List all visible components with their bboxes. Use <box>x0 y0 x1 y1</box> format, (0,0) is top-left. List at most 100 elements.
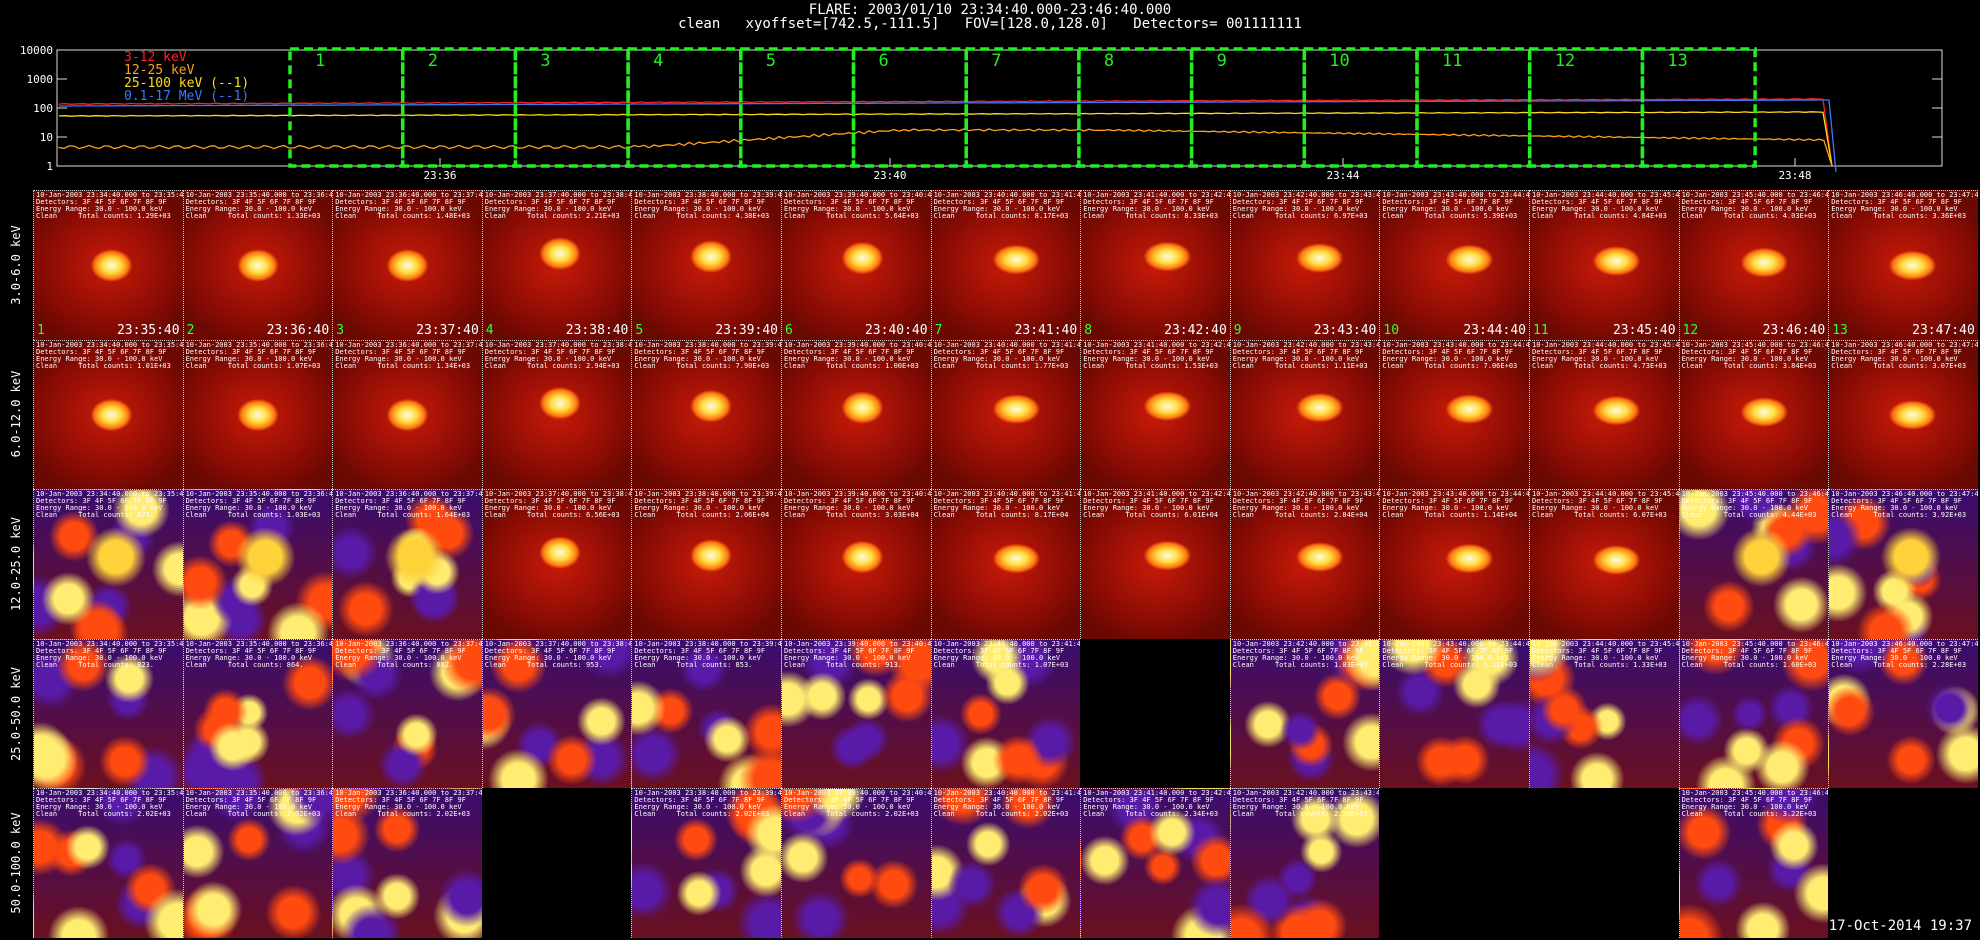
image-cell[interactable]: 10-Jan-2003 23:38:40.000 to 23:39:40 Det… <box>631 489 781 639</box>
image-cell[interactable] <box>1529 788 1679 938</box>
image-cell[interactable]: 10-Jan-2003 23:44:40.000 to 23:45:40 Det… <box>1529 489 1679 639</box>
image-cell[interactable]: 10-Jan-2003 23:45:40.000 to 23:46:40 Det… <box>1678 638 1829 789</box>
image-header-text: 10-Jan-2003 23:36:40.000 to 23:37:40 Det… <box>335 340 482 370</box>
image-index-label: 3 <box>336 322 345 338</box>
image-cell[interactable]: 10-Jan-2003 23:39:40.000 to 23:40:40 Det… <box>781 489 931 639</box>
image-cell[interactable]: 10-Jan-2003 23:35:40.000 to 23:36:40 Det… <box>182 190 333 340</box>
interval-label: 1 <box>315 51 325 71</box>
image-cell[interactable] <box>1080 638 1230 789</box>
image-cell[interactable]: 10-Jan-2003 23:41:40.000 to 23:42:40 Det… <box>1080 339 1230 490</box>
image-cell[interactable]: 10-Jan-2003 23:35:40.000 to 23:36:40 Det… <box>182 489 333 639</box>
image-cell[interactable]: 10-Jan-2003 23:43:40.000 to 23:44:40 Det… <box>1379 638 1529 789</box>
image-cell[interactable]: 10-Jan-2003 23:35:40.000 to 23:36:40 Det… <box>182 638 333 789</box>
image-cell[interactable] <box>1828 788 1978 938</box>
image-cell[interactable]: 10-Jan-2003 23:44:40.000 to 23:45:40 Det… <box>1529 190 1679 340</box>
image-header-text: 10-Jan-2003 23:42:40.000 to 23:43:40 Det… <box>1232 191 1380 220</box>
image-cell[interactable]: 10-Jan-2003 23:40:40.000 to 23:41:40 Det… <box>930 788 1081 938</box>
image-cell[interactable]: 10-Jan-2003 23:46:40.000 to 23:47:40 Det… <box>1828 339 1978 490</box>
image-cell[interactable]: 10-Jan-2003 23:42:40.000 to 23:43:40 Det… <box>1229 489 1380 639</box>
image-cell[interactable]: 10-Jan-2003 23:42:40.000 to 23:43:40 Det… <box>1229 339 1380 490</box>
image-header-text: 10-Jan-2003 23:40:40.000 to 23:41:40 Det… <box>933 490 1081 520</box>
image-header-text: 10-Jan-2003 23:34:40.000 to 23:35:40 Det… <box>36 490 183 520</box>
image-header-text: 10-Jan-2003 23:42:40.000 to 23:43:40 Det… <box>1232 789 1380 819</box>
image-cell[interactable]: 10-Jan-2003 23:39:40.000 to 23:40:40 Det… <box>781 638 931 789</box>
row-label: 12.0-25.0 keV <box>0 489 32 639</box>
image-cell[interactable]: 10-Jan-2003 23:35:40.000 to 23:36:40 Det… <box>182 788 333 938</box>
image-cell[interactable]: 10-Jan-2003 23:42:40.000 to 23:43:40 Det… <box>1229 190 1380 340</box>
interval-box <box>1527 47 1645 168</box>
interval-label: 4 <box>653 51 663 71</box>
image-cell[interactable]: 10-Jan-2003 23:36:40.000 to 23:37:40 Det… <box>332 339 482 490</box>
interval-label: 6 <box>879 51 889 71</box>
image-cell[interactable]: 10-Jan-2003 23:38:40.000 to 23:39:40 Det… <box>631 788 781 938</box>
image-cell[interactable]: 10-Jan-2003 23:34:40.000 to 23:35:40 Det… <box>33 190 183 340</box>
image-cell[interactable]: 10-Jan-2003 23:45:40.000 to 23:46:40 Det… <box>1678 489 1829 639</box>
image-cell[interactable]: 10-Jan-2003 23:41:40.000 to 23:42:40 Det… <box>1080 788 1230 938</box>
image-cell[interactable] <box>1379 788 1529 938</box>
image-header-text: 10-Jan-2003 23:36:40.000 to 23:37:40 Det… <box>335 191 482 220</box>
interval-box <box>626 47 743 168</box>
image-cell[interactable]: 10-Jan-2003 23:37:40.000 to 23:38:40 Det… <box>481 638 632 789</box>
image-cell[interactable]: 10-Jan-2003 23:45:40.000 to 23:46:40 Det… <box>1678 788 1829 938</box>
image-cell[interactable]: 10-Jan-2003 23:41:40.000 to 23:42:40 Det… <box>1080 190 1230 340</box>
image-cell[interactable]: 10-Jan-2003 23:36:40.000 to 23:37:40 Det… <box>332 788 482 938</box>
image-header-text: 10-Jan-2003 23:39:40.000 to 23:40:40 Det… <box>784 191 931 220</box>
image-index-label: 1 <box>37 322 45 338</box>
image-header-text: 10-Jan-2003 23:35:40.000 to 23:36:40 Det… <box>185 191 333 220</box>
image-cell[interactable]: 10-Jan-2003 23:37:40.000 to 23:38:40 Det… <box>481 489 632 639</box>
ytick-label: 10 <box>40 131 53 144</box>
image-cell[interactable]: 10-Jan-2003 23:46:40.000 to 23:47:40 Det… <box>1828 638 1978 789</box>
image-cell[interactable]: 10-Jan-2003 23:39:40.000 to 23:40:40 Det… <box>781 788 931 938</box>
image-cell[interactable]: 10-Jan-2003 23:46:40.000 to 23:47:40 Det… <box>1828 489 1978 639</box>
image-cell[interactable]: 10-Jan-2003 23:45:40.000 to 23:46:40 Det… <box>1678 339 1829 490</box>
row-label: 6.0-12.0 keV <box>0 340 32 490</box>
image-cell[interactable]: 10-Jan-2003 23:34:40.000 to 23:35:40 Det… <box>33 788 183 938</box>
image-header-text: 10-Jan-2003 23:34:40.000 to 23:35:40 Det… <box>36 639 183 669</box>
image-cell[interactable]: 10-Jan-2003 23:34:40.000 to 23:35:40 Det… <box>33 489 183 639</box>
image-header-text: 10-Jan-2003 23:40:40.000 to 23:41:40 Det… <box>933 191 1081 220</box>
image-cell[interactable]: 10-Jan-2003 23:36:40.000 to 23:37:40 Det… <box>332 489 482 639</box>
image-header-text: 10-Jan-2003 23:39:40.000 to 23:40:40 Det… <box>784 340 931 370</box>
row-label-text: 6.0-12.0 keV <box>9 371 23 458</box>
image-time-label: 23:35:40 <box>116 322 180 338</box>
image-cell[interactable]: 10-Jan-2003 23:34:40.000 to 23:35:40 Det… <box>33 339 183 490</box>
image-cell[interactable]: 10-Jan-2003 23:36:40.000 to 23:37:40 Det… <box>332 638 482 789</box>
image-time-label: 23:46:40 <box>1762 322 1826 338</box>
image-cell[interactable]: 10-Jan-2003 23:40:40.000 to 23:41:40 Det… <box>930 489 1081 639</box>
image-cell[interactable]: 10-Jan-2003 23:45:40.000 to 23:46:40 Det… <box>1678 190 1829 340</box>
image-cell[interactable]: 10-Jan-2003 23:36:40.000 to 23:37:40 Det… <box>332 190 482 340</box>
image-cell[interactable]: 10-Jan-2003 23:37:40.000 to 23:38:40 Det… <box>481 339 632 490</box>
interval-box <box>400 47 518 168</box>
image-header-text: 10-Jan-2003 23:44:40.000 to 23:45:40 Det… <box>1532 191 1679 220</box>
image-cell[interactable]: 10-Jan-2003 23:38:40.000 to 23:39:40 Det… <box>631 638 781 789</box>
image-cell[interactable]: 10-Jan-2003 23:40:40.000 to 23:41:40 Det… <box>930 339 1081 490</box>
image-header-text: 10-Jan-2003 23:34:40.000 to 23:35:40 Det… <box>36 789 183 819</box>
image-cell[interactable]: 10-Jan-2003 23:39:40.000 to 23:40:40 Det… <box>781 190 931 340</box>
image-cell[interactable]: 10-Jan-2003 23:34:40.000 to 23:35:40 Det… <box>33 638 183 789</box>
row-label: 25.0-50.0 keV <box>0 639 32 789</box>
image-cell[interactable]: 10-Jan-2003 23:39:40.000 to 23:40:40 Det… <box>781 339 931 490</box>
image-cell[interactable]: 10-Jan-2003 23:38:40.000 to 23:39:40 Det… <box>631 339 781 490</box>
image-index-label: 12 <box>1682 322 1699 338</box>
image-cell[interactable]: 10-Jan-2003 23:46:40.000 to 23:47:40 Det… <box>1828 190 1978 340</box>
image-cell[interactable]: 10-Jan-2003 23:43:40.000 to 23:44:40 Det… <box>1379 489 1529 639</box>
image-cell[interactable]: 10-Jan-2003 23:42:40.000 to 23:43:40 Det… <box>1229 638 1380 789</box>
image-cell[interactable]: 10-Jan-2003 23:43:40.000 to 23:44:40 Det… <box>1379 339 1529 490</box>
image-cell[interactable]: 10-Jan-2003 23:42:40.000 to 23:43:40 Det… <box>1229 788 1380 938</box>
image-cell[interactable]: 10-Jan-2003 23:40:40.000 to 23:41:40 Det… <box>930 190 1081 340</box>
image-cell[interactable]: 10-Jan-2003 23:41:40.000 to 23:42:40 Det… <box>1080 489 1230 639</box>
image-cell[interactable]: 10-Jan-2003 23:44:40.000 to 23:45:40 Det… <box>1529 339 1679 490</box>
image-cell[interactable] <box>481 788 632 938</box>
image-cell[interactable]: 10-Jan-2003 23:38:40.000 to 23:39:40 Det… <box>631 190 781 340</box>
interval-label: 13 <box>1667 51 1687 71</box>
image-cell[interactable]: 10-Jan-2003 23:44:40.000 to 23:45:40 Det… <box>1529 638 1679 789</box>
image-cell[interactable]: 10-Jan-2003 23:43:40.000 to 23:44:40 Det… <box>1379 190 1529 340</box>
image-cell[interactable]: 10-Jan-2003 23:40:40.000 to 23:41:40 Det… <box>930 638 1081 789</box>
image-cell[interactable]: 10-Jan-2003 23:35:40.000 to 23:36:40 Det… <box>182 339 333 490</box>
image-time-label: 23:43:40 <box>1313 322 1377 338</box>
image-header-text: 10-Jan-2003 23:43:40.000 to 23:44:40 Det… <box>1382 490 1529 520</box>
image-header-text: 10-Jan-2003 23:39:40.000 to 23:40:40 Det… <box>784 639 931 669</box>
image-cell[interactable]: 10-Jan-2003 23:37:40.000 to 23:38:40 Det… <box>481 190 632 340</box>
image-header-text: 10-Jan-2003 23:45:40.000 to 23:46:40 Det… <box>1681 191 1829 220</box>
